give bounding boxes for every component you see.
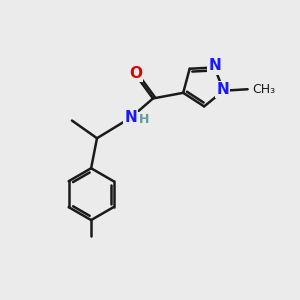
Text: N: N (216, 82, 229, 97)
Text: O: O (129, 66, 142, 81)
Text: N: N (124, 110, 137, 125)
Text: N: N (208, 58, 221, 74)
Text: CH₃: CH₃ (252, 83, 275, 96)
Text: H: H (139, 112, 149, 126)
